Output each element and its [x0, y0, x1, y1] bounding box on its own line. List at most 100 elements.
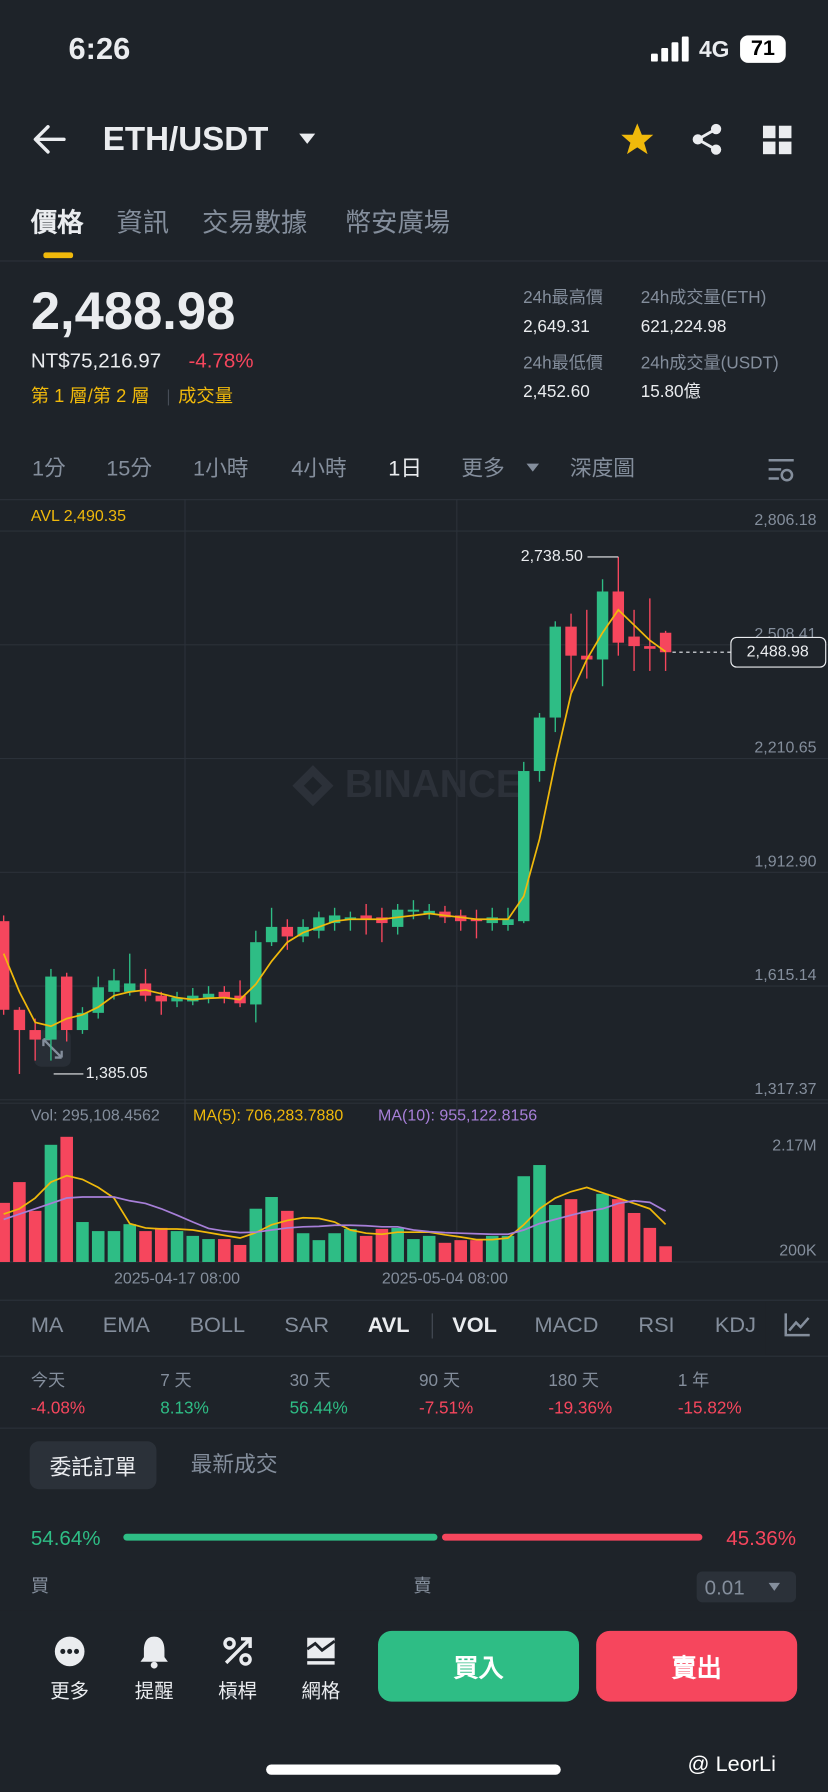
y-tick-label: 1,317.37 — [754, 1081, 816, 1098]
grid-icon[interactable] — [305, 1635, 337, 1667]
candle-body — [13, 1009, 26, 1031]
sell-button[interactable]: 賣出 — [596, 1630, 798, 1702]
volume-bar — [202, 1239, 215, 1262]
volume-bar — [501, 1235, 515, 1262]
favorite-star[interactable] — [620, 122, 654, 156]
order-tab-active[interactable]: 委託訂單 — [29, 1441, 157, 1490]
candle-body — [0, 921, 10, 1010]
stat-value: 15.80億 — [640, 382, 701, 402]
stat-value: 2,452.60 — [523, 382, 590, 402]
indicator[interactable]: BOLL — [189, 1313, 246, 1338]
volume-bar — [548, 1204, 562, 1262]
volume-bar — [627, 1212, 641, 1262]
tab[interactable]: 幣安廣場 — [344, 207, 450, 237]
last-price: 2,488.98 — [30, 280, 236, 341]
leverage-icon[interactable] — [222, 1635, 254, 1667]
indicator[interactable]: MA — [30, 1313, 64, 1338]
sell-bar — [442, 1533, 703, 1541]
tab-active[interactable]: 價格 — [30, 207, 84, 237]
order-tab[interactable]: 最新成交 — [190, 1453, 278, 1478]
indicator-settings[interactable] — [783, 1312, 810, 1337]
alert-icon[interactable] — [138, 1634, 170, 1669]
step-select[interactable] — [696, 1571, 797, 1603]
buy-button[interactable]: 買入 — [378, 1630, 580, 1702]
period-change: -4.08% — [30, 1398, 86, 1418]
candle-body — [202, 993, 215, 998]
interval-more[interactable]: 更多 — [461, 457, 505, 482]
indicator[interactable]: KDJ — [714, 1313, 756, 1338]
candle-body — [518, 771, 530, 922]
stat-value: 2,649.31 — [523, 316, 590, 337]
indicator[interactable]: EMA — [102, 1313, 150, 1338]
candle-body — [486, 917, 498, 924]
volume-bar — [359, 1235, 373, 1262]
more-icon[interactable] — [54, 1635, 86, 1667]
candle-body — [628, 636, 640, 647]
volume-bar — [233, 1244, 247, 1262]
volume-bar — [312, 1240, 326, 1262]
volume-bar — [643, 1227, 657, 1262]
candle-body — [596, 591, 609, 660]
nav-label[interactable]: 槓桿 — [218, 1680, 257, 1703]
back-button[interactable] — [32, 123, 66, 155]
indicator[interactable]: RSI — [638, 1313, 675, 1338]
candle-body — [281, 926, 294, 937]
volume-bar — [612, 1199, 625, 1262]
layers-link[interactable]: 第 1 層/第 2 層 — [30, 387, 150, 407]
chart-settings[interactable] — [767, 457, 794, 482]
pair-title[interactable]: ETH/USDT — [102, 121, 269, 159]
home-indicator — [266, 1764, 561, 1775]
share-icon[interactable] — [691, 123, 723, 155]
divider — [0, 260, 828, 262]
candle-body — [328, 915, 341, 924]
tab[interactable]: 資訊 — [116, 207, 170, 237]
volume-bar — [422, 1235, 436, 1262]
layout-icon[interactable] — [762, 125, 793, 156]
nav-label[interactable]: 更多 — [50, 1680, 90, 1703]
candle-body — [171, 997, 183, 1002]
avl-value: 2,490.35 — [63, 505, 126, 525]
period-change: -7.51% — [419, 1398, 474, 1418]
indicator[interactable]: MACD — [534, 1313, 599, 1338]
period-label: 1 年 — [677, 1371, 710, 1391]
step-value[interactable]: 0.01 — [704, 1576, 745, 1599]
tab-indicator — [43, 252, 74, 259]
interval[interactable]: 1小時 — [193, 457, 249, 482]
volume-link[interactable]: 成交量 — [178, 387, 233, 407]
buy-bar — [123, 1533, 438, 1541]
pair-caret[interactable] — [298, 132, 316, 146]
candle-body — [581, 655, 593, 660]
interval[interactable]: 1分 — [31, 457, 66, 482]
volume-bar — [391, 1227, 404, 1262]
watermark-logo — [292, 765, 334, 807]
nav-label[interactable]: 網格 — [301, 1680, 341, 1703]
nav-label[interactable]: 提醒 — [134, 1680, 174, 1703]
volume-bar — [218, 1239, 231, 1262]
divider — [0, 1427, 828, 1429]
candle-body — [29, 1030, 41, 1040]
close-tag — [730, 636, 827, 668]
tab[interactable]: 交易數據 — [202, 207, 308, 237]
volume-bar — [485, 1235, 499, 1262]
candle-body — [45, 976, 57, 1040]
buy-ratio: 54.64% — [30, 1526, 101, 1550]
ma5-value: 706,283.7880 — [245, 1105, 344, 1124]
indicator-active[interactable]: AVL — [367, 1313, 410, 1338]
vol-tick-label: 2.17M — [772, 1138, 816, 1155]
indicator-active[interactable]: VOL — [452, 1313, 497, 1338]
interval[interactable]: 15分 — [106, 457, 153, 482]
candle-body — [565, 626, 577, 656]
volume-bar — [533, 1165, 546, 1262]
volume-bar — [139, 1231, 152, 1262]
ratio-bar — [123, 1533, 703, 1541]
volume-bar — [580, 1210, 594, 1262]
depth-chart[interactable]: 深度圖 — [569, 457, 636, 482]
volume-bar — [107, 1231, 121, 1262]
indicator[interactable]: SAR — [284, 1313, 330, 1338]
candle-body — [455, 915, 467, 922]
interval-active[interactable]: 1日 — [388, 457, 423, 482]
volume-bar — [659, 1246, 672, 1262]
expand-icon[interactable] — [34, 1030, 71, 1067]
interval[interactable]: 4小時 — [291, 457, 347, 482]
